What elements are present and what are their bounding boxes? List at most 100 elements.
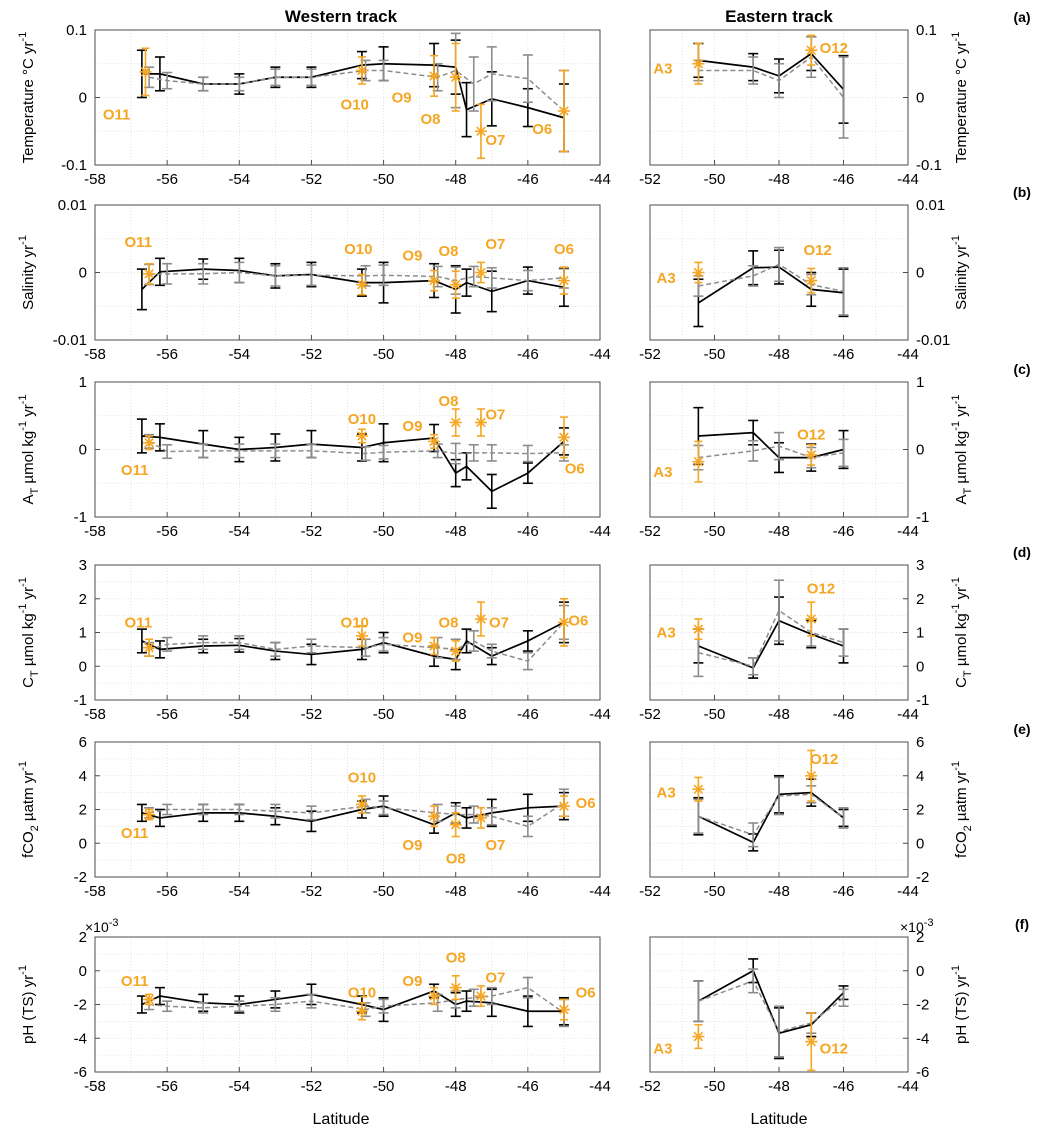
- station-marker: [143, 436, 156, 449]
- y-tick-label: 2: [916, 929, 924, 946]
- x-tick-label: -44: [589, 346, 611, 363]
- x-tick-label: -58: [84, 883, 106, 900]
- x-tick-label: -52: [639, 883, 661, 900]
- panel-label: (b): [1013, 184, 1031, 200]
- model-trend-line: [148, 440, 564, 455]
- panel-b-east: -52 -50 -48 -46 -44-0.01 0 0.01 Salinity yr-1 A3…: [639, 184, 1031, 363]
- station-marker: [474, 613, 487, 625]
- station-label: O8: [420, 111, 440, 128]
- x-tick-label: -44: [589, 1078, 611, 1095]
- x-tick-label: -46: [517, 171, 539, 188]
- y-axis-label: CT µmol kg-1 yr-1: [17, 577, 41, 688]
- panel-d-east: -52 -50 -48 -46 -44-1 0 1 2 3 CT µmol kg-1 yr-1 A3…: [639, 544, 1031, 723]
- station-marker: [474, 416, 487, 429]
- x-tick-label: -44: [897, 883, 919, 900]
- x-tick-label: -52: [301, 1078, 323, 1095]
- station-marker: [692, 783, 705, 796]
- station-label: O7: [485, 970, 505, 987]
- y-tick-label: 0: [916, 963, 924, 980]
- x-tick-label: -46: [833, 346, 855, 363]
- y-tick-label: 0: [79, 265, 87, 282]
- y-tick-label: 0: [79, 90, 87, 107]
- x-tick-label: -50: [373, 346, 395, 363]
- y-axis-label: Salinity yr-1: [950, 235, 970, 310]
- x-tick-label: -48: [445, 171, 467, 188]
- station-marker: [143, 641, 156, 654]
- station-marker: [449, 818, 462, 831]
- x-tick-label: -52: [301, 346, 323, 363]
- x-tick-label: -46: [833, 706, 855, 723]
- x-tick-label: -52: [639, 706, 661, 723]
- x-tick-label: -58: [84, 1078, 106, 1095]
- x-tick-label: -44: [897, 523, 919, 540]
- station-label: O7: [485, 837, 505, 854]
- x-tick-label: -50: [704, 883, 726, 900]
- observed-trend-line: [141, 990, 564, 1013]
- x-tick-label: -48: [768, 1078, 790, 1095]
- y-tick-label: 0: [79, 963, 87, 980]
- y-tick-label: -2: [74, 869, 87, 886]
- station-label: O12: [797, 427, 825, 444]
- y-tick-label: 0: [916, 658, 924, 675]
- y-tick-label: -2: [916, 997, 929, 1014]
- y-axis-label: Salinity yr-1: [17, 235, 37, 310]
- y-tick-label: 4: [79, 768, 87, 785]
- station-marker: [692, 1030, 705, 1043]
- y-tick-label: 0: [916, 90, 924, 107]
- station-marker: [805, 448, 818, 461]
- y-tick-label: 4: [916, 768, 924, 785]
- station-marker: [355, 629, 368, 642]
- station-label: O8: [446, 949, 466, 966]
- x-tick-label: -46: [833, 883, 855, 900]
- station-marker: [557, 1003, 570, 1016]
- x-tick-label: -54: [228, 523, 250, 540]
- x-tick-label: -56: [156, 706, 178, 723]
- x-tick-label: -56: [156, 1078, 178, 1095]
- panel-label: (f): [1015, 916, 1029, 932]
- y-tick-label: 2: [916, 591, 924, 608]
- x-tick-label: -46: [833, 1078, 855, 1095]
- observed-trend-line: [698, 791, 845, 844]
- station-label: O9: [402, 973, 422, 990]
- station-label: A3: [657, 270, 676, 287]
- y-tick-label: 6: [916, 734, 924, 751]
- station-label: A3: [653, 60, 672, 77]
- x-tick-label: -52: [301, 706, 323, 723]
- station-marker: [355, 430, 368, 442]
- panel-label: (a): [1013, 9, 1030, 25]
- x-tick-label: -48: [445, 706, 467, 723]
- y-tick-label: 1: [79, 625, 87, 642]
- station-marker: [428, 69, 441, 82]
- x-tick-label: -44: [897, 346, 919, 363]
- x-tick-label: -52: [639, 171, 661, 188]
- x-tick-label: -46: [517, 883, 539, 900]
- x-axis-label-west: Latitude: [313, 1111, 370, 1128]
- x-tick-label: -48: [768, 883, 790, 900]
- y-axis-label: fCO2 µatm yr-1: [17, 761, 41, 858]
- station-label: A3: [657, 625, 676, 642]
- y-tick-label: -0.01: [53, 332, 87, 349]
- station-marker: [474, 811, 487, 824]
- x-tick-label: -54: [228, 1078, 250, 1095]
- x-tick-label: -48: [768, 706, 790, 723]
- y-tick-label: 6: [79, 734, 87, 751]
- panel-b-west: -58 -56 -54 -52 -50 -48 -46 -44 -0.01 0 0.01 Salini…: [17, 197, 611, 363]
- x-tick-label: -44: [589, 883, 611, 900]
- station-marker: [805, 274, 818, 287]
- y-tick-label: 0: [916, 442, 924, 459]
- station-label: O6: [576, 795, 596, 812]
- x-tick-label: -50: [373, 1078, 395, 1095]
- station-marker: [449, 416, 462, 429]
- x-tick-label: -48: [768, 523, 790, 540]
- y-tick-label: 0.01: [58, 197, 87, 214]
- station-label: O10: [348, 985, 376, 1002]
- x-tick-label: -56: [156, 346, 178, 363]
- x-tick-label: -56: [156, 523, 178, 540]
- observed-trend-line: [141, 435, 565, 493]
- station-label: O8: [438, 243, 458, 260]
- x-tick-label: -48: [445, 883, 467, 900]
- y-tick-label: 0.1: [916, 22, 937, 39]
- y-tick-label: 2: [916, 802, 924, 819]
- station-label: O6: [532, 121, 552, 138]
